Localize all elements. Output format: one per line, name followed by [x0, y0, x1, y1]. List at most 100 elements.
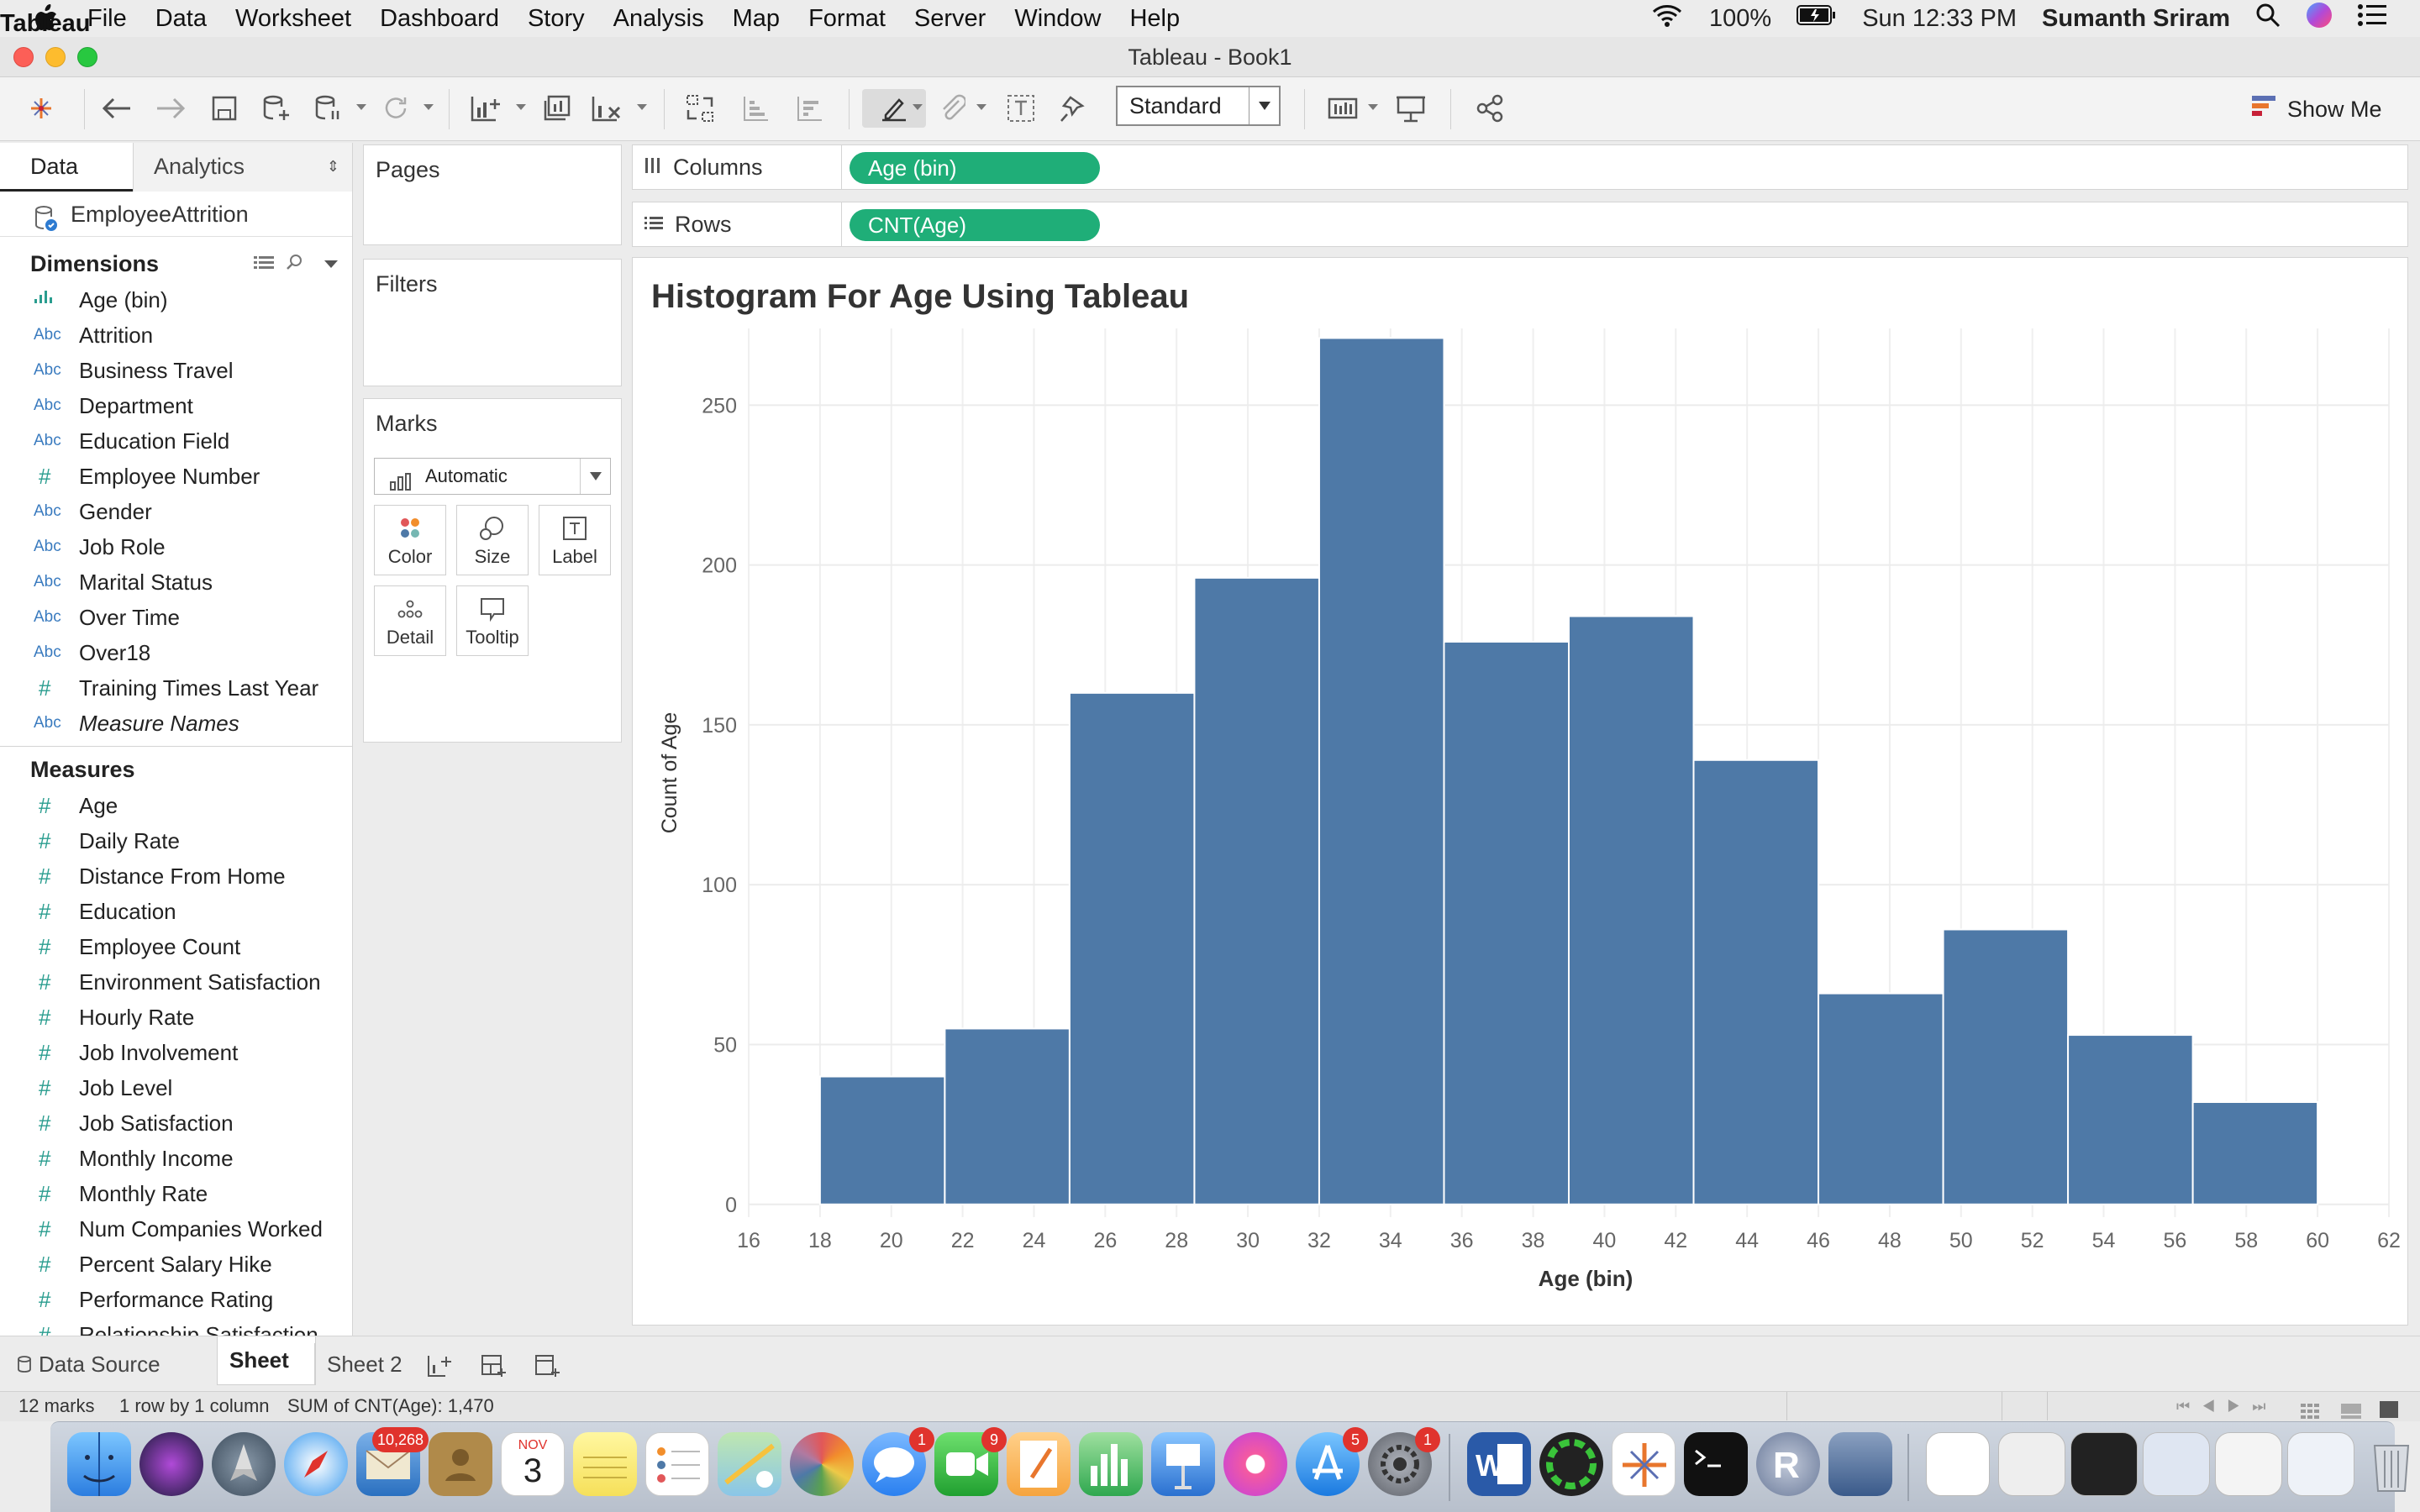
new-dashboard-icon[interactable] — [474, 1347, 513, 1385]
undo-icon[interactable] — [97, 89, 136, 128]
filters-card[interactable]: Filters — [363, 259, 622, 386]
histogram-bar[interactable] — [1692, 759, 1820, 1205]
show-me-button[interactable]: Show Me — [2250, 92, 2382, 126]
histogram-bar[interactable] — [1068, 691, 1196, 1205]
share-icon[interactable] — [1470, 89, 1509, 128]
minimized-window-4[interactable] — [2215, 1432, 2282, 1496]
dimension-field[interactable]: Abc Education Field — [0, 423, 352, 459]
sort-descending-icon[interactable] — [790, 89, 829, 128]
presentation-mode-icon[interactable] — [1392, 89, 1430, 128]
r-app-icon[interactable]: R — [1756, 1432, 1820, 1496]
detail-button[interactable]: Detail — [374, 585, 446, 656]
swap-rows-columns-icon[interactable] — [681, 89, 719, 128]
clear-sheet-icon[interactable] — [588, 89, 627, 128]
safari-icon[interactable] — [284, 1432, 348, 1496]
measure-field[interactable]: # Num Companies Worked — [0, 1211, 352, 1247]
tooltip-button[interactable]: Tooltip — [456, 585, 529, 656]
view-data-icon[interactable] — [254, 245, 274, 282]
datasource-item[interactable]: EmployeeAttrition — [0, 192, 352, 237]
measure-field[interactable]: # Employee Count — [0, 929, 352, 964]
columns-pill-age-bin[interactable]: Age (bin) — [850, 152, 1100, 184]
measure-field[interactable]: # Daily Rate — [0, 823, 352, 858]
minimized-window-5[interactable] — [2287, 1432, 2354, 1496]
contacts-icon[interactable] — [429, 1432, 492, 1496]
notification-center-icon[interactable] — [2358, 3, 2386, 34]
sheet-tab-1[interactable]: Sheet 1 — [217, 1336, 316, 1420]
measure-field[interactable]: # Environment Satisfaction — [0, 964, 352, 1000]
dimension-field[interactable]: Abc Job Role — [0, 529, 352, 564]
tableau-logo-icon[interactable] — [22, 89, 60, 128]
new-data-source-icon[interactable] — [257, 89, 296, 128]
photos-icon[interactable] — [790, 1432, 854, 1496]
histogram-bar[interactable] — [1942, 928, 2070, 1205]
clock[interactable]: Sun 12:33 PM — [1862, 4, 2017, 32]
menu-worksheet[interactable]: Worksheet — [235, 4, 352, 32]
group-members-icon[interactable] — [933, 89, 971, 128]
show-mark-labels-icon[interactable] — [1002, 89, 1040, 128]
apple-icon[interactable] — [34, 4, 62, 33]
tab-data[interactable]: Data — [0, 143, 133, 192]
dimension-field[interactable]: Abc Business Travel — [0, 353, 352, 388]
new-worksheet-tab-icon[interactable] — [420, 1347, 459, 1385]
notes-icon[interactable] — [573, 1432, 637, 1496]
app-store-icon[interactable]: 5 — [1296, 1427, 1368, 1496]
show-cards-icon[interactable] — [1324, 89, 1363, 128]
dimension-field[interactable]: Abc Over18 — [0, 635, 352, 670]
tab-analytics[interactable]: Analytics ⇕ — [133, 143, 352, 192]
histogram-bar[interactable] — [1568, 615, 1695, 1205]
calendar-icon[interactable]: NOV 3 — [501, 1432, 565, 1496]
color-button[interactable]: Color — [374, 505, 446, 575]
battery-icon[interactable] — [1797, 4, 1837, 33]
histogram-bar[interactable] — [818, 1075, 946, 1205]
columns-shelf[interactable]: Columns Age (bin) — [632, 144, 2408, 190]
new-worksheet-icon[interactable] — [467, 89, 506, 128]
keynote-icon[interactable] — [1151, 1432, 1215, 1496]
histogram-bar[interactable] — [2191, 1100, 2319, 1205]
menu-file[interactable]: File — [87, 4, 127, 32]
finder-icon[interactable] — [67, 1432, 131, 1496]
menu-dashboard[interactable]: Dashboard — [380, 4, 499, 32]
pages-icon[interactable] — [1007, 1432, 1071, 1496]
document-stack-icon[interactable] — [1926, 1432, 1990, 1496]
x-axis-title[interactable]: Age (bin) — [1539, 1266, 1634, 1291]
rstudio-loader-icon[interactable] — [1539, 1432, 1603, 1496]
fix-axes-icon[interactable] — [1054, 89, 1092, 128]
histogram-bar[interactable] — [1193, 576, 1320, 1205]
rows-shelf[interactable]: Rows CNT(Age) — [632, 202, 2408, 247]
size-button[interactable]: Size — [456, 505, 529, 575]
reminders-icon[interactable] — [645, 1432, 709, 1496]
spotlight-search-icon[interactable] — [2255, 3, 2281, 34]
menu-server[interactable]: Server — [913, 4, 986, 32]
measure-field[interactable]: # Job Satisfaction — [0, 1105, 352, 1141]
dimension-field[interactable]: # Employee Number — [0, 459, 352, 494]
rows-pill-cnt-age[interactable]: CNT(Age) — [850, 209, 1100, 241]
label-button[interactable]: Label — [539, 505, 611, 575]
histogram-bar[interactable] — [1818, 992, 1944, 1205]
minimize-window-button[interactable] — [45, 47, 66, 67]
new-story-icon[interactable] — [528, 1347, 566, 1385]
redo-icon[interactable] — [151, 89, 190, 128]
minimized-window-1[interactable] — [1998, 1432, 2065, 1496]
messages-icon[interactable]: 1 — [862, 1427, 934, 1496]
measure-field[interactable]: # Age — [0, 788, 352, 823]
user-name[interactable]: Sumanth Sriram — [2042, 4, 2230, 32]
pause-auto-updates-icon[interactable] — [309, 89, 348, 128]
system-preferences-icon[interactable]: 1 — [1368, 1427, 1440, 1496]
histogram-bar[interactable] — [2067, 1034, 2194, 1205]
menu-story[interactable]: Story — [527, 4, 585, 32]
measure-field[interactable]: # Relationship Satisfaction — [0, 1317, 352, 1336]
measure-field[interactable]: # Hourly Rate — [0, 1000, 352, 1035]
trash-icon[interactable] — [2360, 1432, 2420, 1496]
pages-card[interactable]: Pages — [363, 144, 622, 245]
measure-field[interactable]: # Job Involvement — [0, 1035, 352, 1070]
refresh-icon[interactable] — [376, 89, 415, 128]
word-icon[interactable]: W — [1467, 1432, 1531, 1496]
mark-type-dropdown[interactable]: Automatic — [374, 458, 611, 495]
sort-ascending-icon[interactable] — [736, 89, 775, 128]
measure-field[interactable]: # Monthly Income — [0, 1141, 352, 1176]
preview-icon[interactable] — [1828, 1432, 1892, 1496]
histogram-bar[interactable] — [944, 1027, 1071, 1205]
menu-help[interactable]: Help — [1129, 4, 1181, 32]
data-source-tab[interactable]: Data Source — [5, 1343, 172, 1385]
close-window-button[interactable] — [13, 47, 34, 67]
